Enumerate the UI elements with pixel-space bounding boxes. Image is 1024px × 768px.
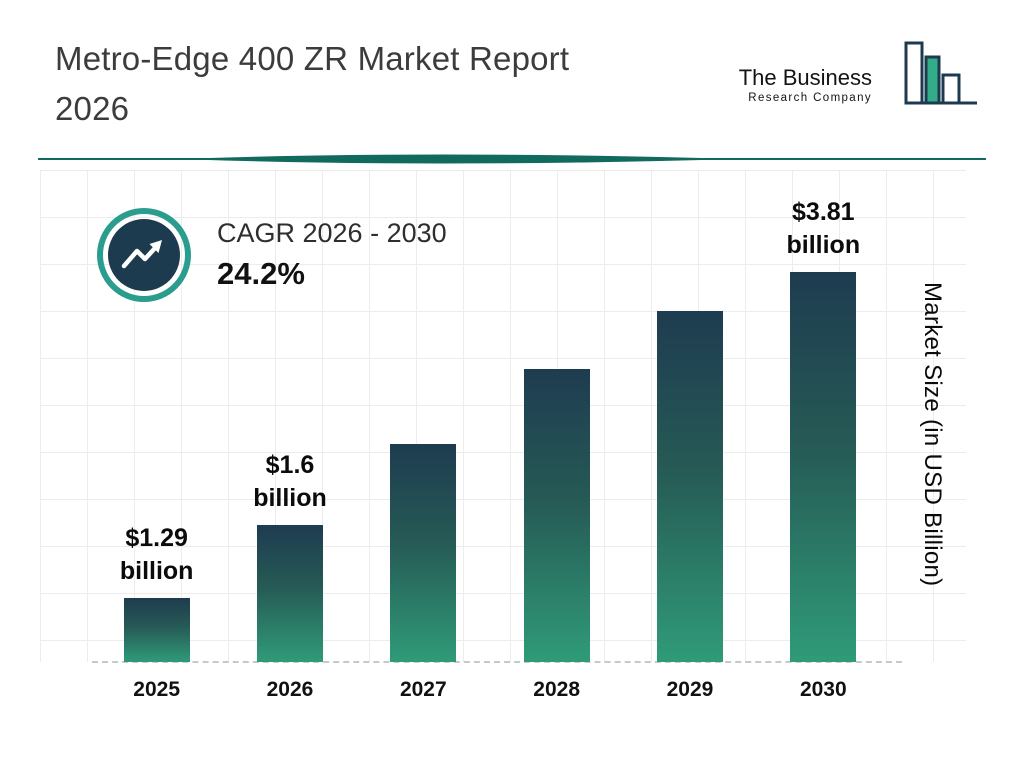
bar-2026 [256,525,323,662]
x-axis-baseline [92,661,902,663]
y-axis-label: Market Size (in USD Billion) [919,282,946,587]
x-axis-tick-labels: 2025 2026 2027 2028 2029 2030 [90,678,890,702]
x-tick-2029: 2029 [666,678,714,701]
logo-text-line1: The Business [738,65,872,90]
bar-value-label-2030: $3.81 billion [786,197,861,260]
company-logo: The Business Research Company [739,40,980,118]
cagr-text: CAGR 2026 - 2030 24.2% [217,218,447,292]
x-tick-2028: 2028 [533,678,580,701]
divider-line [38,154,986,164]
bar-value-label-2025: $1.29 billion [119,523,194,586]
bar-column-2026: $1.6 billion [223,176,356,662]
bar-value-label-2026: $1.6 billion [253,450,327,513]
bar-2029 [656,311,723,662]
bar-series: $1.29 billion $1.6 billion $3.81 billion [90,176,890,662]
x-tick-2027: 2027 [399,678,447,701]
bar-2025 [123,598,190,662]
bar-2028 [523,369,590,662]
bar-column-2025: $1.29 billion [90,176,223,662]
logo-bar-chart-icon [904,41,977,105]
bar-2027 [390,444,457,662]
logo-text: The Business Research Company [738,65,872,105]
bar-chart: $1.29 billion $1.6 billion $3.81 billion 2025… [90,176,902,701]
bar-column-2028 [490,176,623,662]
bar-2030 [790,272,857,662]
cagr-callout: CAGR 2026 - 2030 24.2% [95,206,447,304]
x-tick-2030: 2030 [799,678,847,701]
x-tick-2026: 2026 [266,678,314,701]
cagr-value: 24.2% [217,256,305,291]
bar-column-2027 [357,176,490,662]
cagr-label: CAGR 2026 - 2030 [217,218,447,248]
bar-column-2029 [623,176,756,662]
page-title: Metro-Edge 400 ZR Market Report 2026 [55,40,570,127]
x-tick-2025: 2025 [133,678,181,701]
logo-text-line2: Research Company [748,92,872,105]
trend-up-icon [97,208,191,302]
bar-column-2030: $3.81 billion [757,176,890,662]
